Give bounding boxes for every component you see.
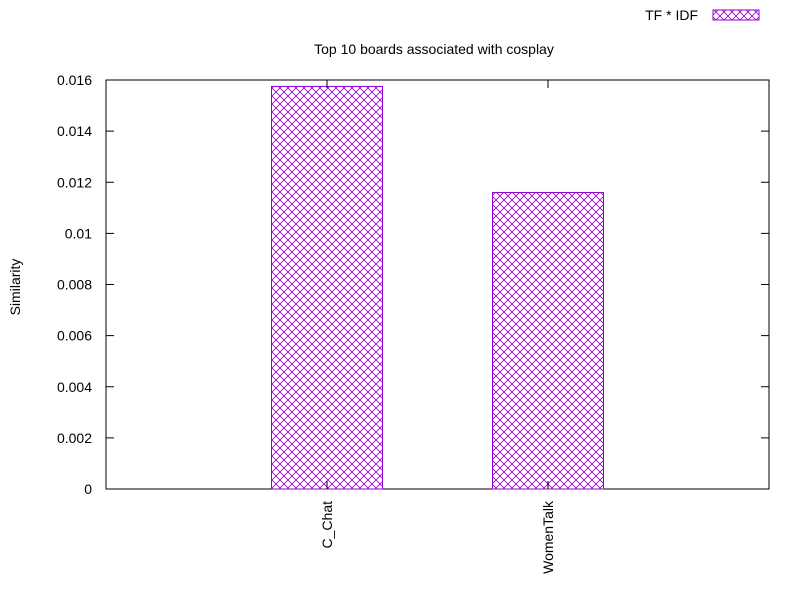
y-tick-label: 0.008 xyxy=(57,277,92,293)
x-tick-label: WomenTalk xyxy=(540,500,556,574)
y-tick-label: 0.002 xyxy=(57,430,92,446)
bar-womentalk xyxy=(492,191,604,490)
y-axis-label: Similarity xyxy=(7,259,23,316)
y-tick-label: 0.01 xyxy=(65,225,92,241)
legend: TF * IDF xyxy=(645,7,760,23)
y-tick-label: 0.004 xyxy=(57,379,92,395)
plot-area: 0 0.002 0.004 0.006 0.008 0.01 0.012 0.014 0.016… xyxy=(57,72,770,574)
y-tick-label: 0.016 xyxy=(57,72,92,88)
legend-swatch xyxy=(712,9,760,21)
y-tick-label: 0 xyxy=(84,481,92,497)
legend-label: TF * IDF xyxy=(645,7,698,23)
chart-title: Top 10 boards associated with cosplay xyxy=(314,41,554,57)
x-tick-label: C_Chat xyxy=(319,501,335,549)
y-tick-label: 0.014 xyxy=(57,123,92,139)
plot-frame xyxy=(105,79,770,490)
y-tick-label: 0.012 xyxy=(57,174,92,190)
bar-c-chat xyxy=(271,85,383,490)
y-tick-label: 0.006 xyxy=(57,328,92,344)
